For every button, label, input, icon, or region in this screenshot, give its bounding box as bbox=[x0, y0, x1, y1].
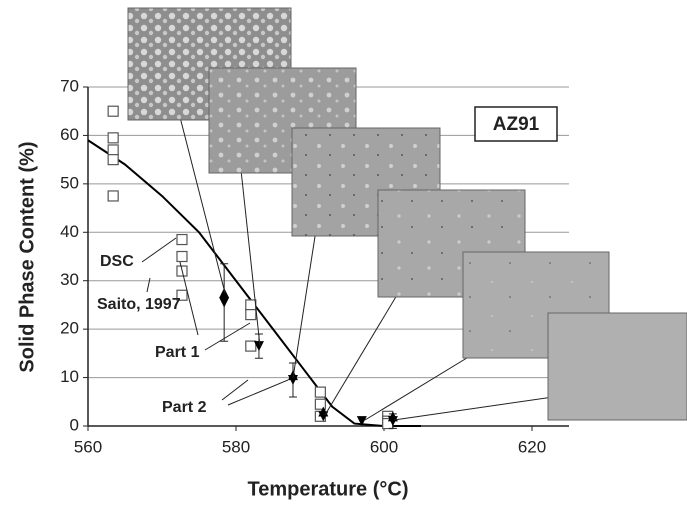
y-tick-label: 60 bbox=[60, 125, 79, 144]
square-marker bbox=[107, 154, 119, 166]
chart-title: AZ91 bbox=[493, 114, 540, 135]
title-box: AZ91 bbox=[474, 106, 558, 142]
square-marker bbox=[245, 299, 257, 311]
micrographs bbox=[127, 7, 687, 421]
square-marker bbox=[245, 309, 257, 321]
y-tick-label: 70 bbox=[60, 76, 79, 95]
square-marker bbox=[107, 144, 119, 156]
square-marker bbox=[245, 340, 257, 352]
triangle-marker bbox=[387, 411, 398, 422]
y-axis-title: Solid Phase Content (%) bbox=[16, 141, 38, 372]
x-tick-label: 580 bbox=[222, 437, 250, 456]
y-tick-label: 10 bbox=[60, 367, 79, 386]
square-marker bbox=[176, 250, 188, 263]
triangle-marker bbox=[219, 287, 230, 298]
y-tick-label: 30 bbox=[60, 270, 79, 289]
square-marker bbox=[176, 233, 188, 246]
square-marker bbox=[107, 132, 119, 144]
series-label: Part 2 bbox=[162, 399, 207, 416]
triangle-marker bbox=[219, 297, 230, 308]
triangle-marker bbox=[253, 341, 264, 352]
leader-lines bbox=[141, 77, 561, 421]
x-axis-title: Temperature (°C) bbox=[248, 478, 409, 500]
series-label: DSC bbox=[100, 253, 134, 270]
y-tick-label: 50 bbox=[60, 173, 79, 192]
x-tick-label: 560 bbox=[74, 437, 102, 456]
x-tick-label: 600 bbox=[370, 437, 398, 456]
y-tick-label: 40 bbox=[60, 222, 79, 241]
dsc-curve bbox=[87, 139, 421, 427]
square-marker bbox=[176, 289, 188, 301]
series-label: Saito, 1997 bbox=[97, 296, 181, 313]
triangle-marker bbox=[356, 416, 367, 427]
square-marker bbox=[314, 398, 326, 410]
x-tick-label: 620 bbox=[518, 437, 546, 456]
y-tick-label: 20 bbox=[60, 319, 79, 338]
series-label: Part 1 bbox=[155, 344, 200, 361]
y-tick-label: 0 bbox=[70, 415, 79, 434]
square-marker bbox=[314, 386, 326, 398]
square-marker bbox=[107, 105, 119, 117]
square-marker bbox=[107, 190, 119, 202]
